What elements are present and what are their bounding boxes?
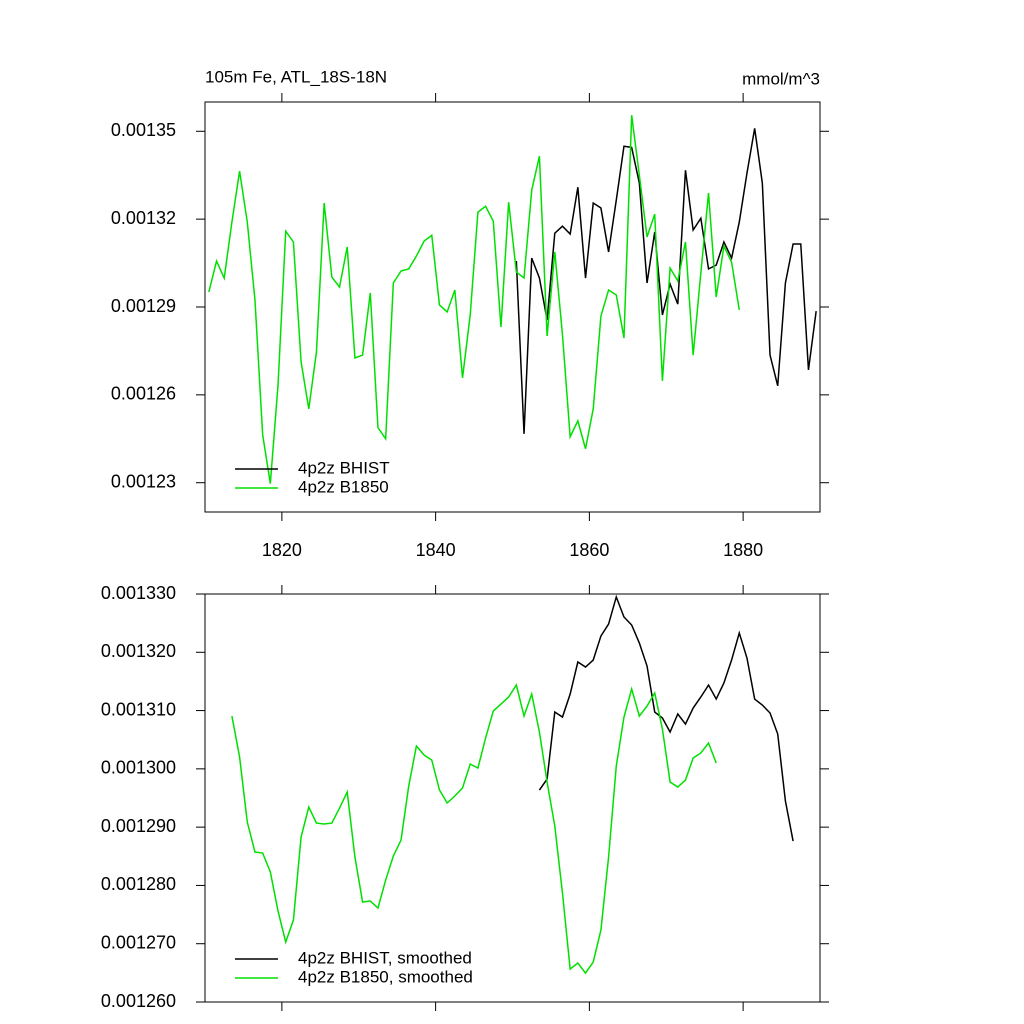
y-tick-label: 0.001290: [101, 816, 176, 836]
y-tick-label: 0.00132: [111, 208, 176, 228]
chart-title: 105m Fe, ATL_18S-18N: [205, 67, 387, 86]
y-tick-label: 0.001260: [101, 991, 176, 1011]
x-tick-label: 1820: [262, 540, 302, 560]
y-tick-label: 0.001300: [101, 758, 176, 778]
series-line: [208, 115, 741, 484]
legend-label: 4p2z BHIST, smoothed: [298, 948, 472, 967]
y-tick-label: 0.001330: [101, 583, 176, 603]
y-tick-label: 0.001280: [101, 874, 176, 894]
unit-label: mmol/m^3: [742, 69, 820, 88]
x-tick-label: 1840: [416, 540, 456, 560]
y-tick-label: 0.00126: [111, 384, 176, 404]
series-line: [515, 128, 817, 434]
series-line: [538, 594, 794, 842]
y-tick-label: 0.001270: [101, 932, 176, 952]
legend-label: 4p2z B1850: [298, 477, 389, 496]
x-tick-label: 1860: [569, 540, 609, 560]
series-line: [231, 683, 717, 975]
legend-label: 4p2z B1850, smoothed: [298, 967, 473, 986]
plot-frame: [204, 593, 821, 1003]
legend-label: 4p2z BHIST: [298, 458, 390, 477]
y-tick-label: 0.00123: [111, 471, 176, 491]
x-tick-label: 1880: [723, 540, 763, 560]
y-tick-label: 0.001320: [101, 641, 176, 661]
y-tick-label: 0.00135: [111, 120, 176, 140]
y-tick-label: 0.00129: [111, 296, 176, 316]
y-tick-label: 0.001310: [101, 699, 176, 719]
